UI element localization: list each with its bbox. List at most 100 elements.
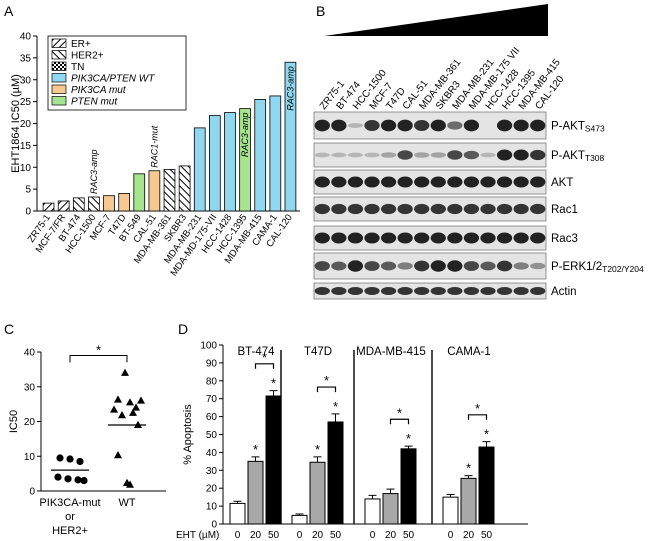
band	[380, 176, 397, 188]
band	[530, 286, 546, 296]
point-wt	[137, 396, 145, 404]
band	[380, 119, 397, 132]
panel-c-scatter: 0 10 20 30 40 IC50 * PIK3CA-mut or HER2+ WT	[8, 342, 166, 537]
band	[414, 120, 430, 131]
point-pik3ca-her2	[64, 475, 72, 483]
band	[530, 203, 546, 215]
band	[347, 260, 364, 272]
bar-SKBR3	[178, 165, 191, 212]
band	[496, 149, 513, 161]
cell-line-title: CAMA-1	[447, 346, 490, 358]
legend-label-pten: PTEN mut	[71, 97, 118, 108]
x-label-group1-or: or	[65, 511, 75, 523]
band	[463, 261, 480, 271]
y-tick-label: 30	[20, 75, 32, 86]
legend-swatch-pik3ca	[51, 84, 67, 94]
legend-label-pik3ca: PIK3CA mut	[71, 85, 127, 96]
y-tick-label: 40	[24, 348, 36, 359]
significance-star: *	[315, 442, 320, 457]
row-label-Actin: Actin	[551, 286, 577, 298]
bar-T47D-50	[327, 421, 344, 525]
dose-label: 0	[448, 530, 454, 541]
y-tick-label: 100	[200, 341, 217, 352]
point-pik3ca-her2	[74, 476, 82, 484]
legend-swatch-pten	[51, 96, 67, 106]
row-label-Rac1: Rac1	[551, 204, 578, 216]
bar-T47D-20	[309, 461, 326, 525]
band	[513, 149, 529, 161]
bar-MCF-7	[103, 195, 115, 212]
band	[347, 123, 364, 128]
bar-BT-474-0	[229, 502, 246, 525]
y-tick-label: 40	[206, 448, 218, 459]
dose-label: 50	[268, 530, 280, 541]
bar-CAMA-1-20	[460, 477, 477, 525]
y-tick-label: 60	[206, 412, 218, 423]
bar-CAL-120	[284, 61, 297, 212]
band	[364, 120, 380, 131]
point-wt	[114, 395, 122, 403]
band	[331, 232, 347, 244]
legend-swatch-wt	[51, 73, 67, 83]
dose-label: 20	[250, 530, 262, 541]
band	[480, 232, 496, 244]
band	[530, 176, 546, 188]
band	[331, 261, 347, 271]
point-wt	[118, 411, 126, 419]
band	[414, 286, 430, 296]
band	[380, 286, 397, 296]
band	[347, 176, 364, 188]
bar-BT-474	[72, 197, 85, 212]
band	[513, 119, 529, 132]
band	[414, 260, 430, 272]
band	[430, 152, 446, 158]
dose-label: 0	[297, 530, 303, 541]
x-label-group2: WT	[118, 497, 135, 509]
band	[314, 176, 330, 188]
band	[480, 152, 496, 158]
band	[447, 232, 463, 244]
band	[380, 232, 397, 244]
point-wt	[110, 405, 118, 413]
bar-MDA-MB-415-50	[400, 448, 417, 525]
band	[414, 232, 430, 244]
point-pik3ca-her2	[76, 457, 84, 466]
band	[430, 260, 446, 272]
significance-bracket	[69, 354, 128, 363]
y-tick-label: 30	[206, 466, 218, 477]
legend-swatch-tn	[51, 61, 67, 71]
band	[513, 262, 529, 270]
band	[397, 150, 413, 160]
panel-label-c: C	[4, 321, 14, 337]
y-tick-label: 10	[20, 163, 32, 174]
point-pik3ca-her2	[54, 473, 62, 481]
y-tick-label: 20	[20, 119, 32, 130]
legend-label-tn: TN	[71, 62, 84, 73]
panel-label-d: D	[178, 321, 188, 337]
significance-star: *	[484, 427, 489, 442]
band	[314, 286, 330, 296]
bar-HCC-1428	[224, 112, 236, 212]
y-tick-label: 20	[24, 417, 36, 428]
band	[380, 261, 397, 271]
point-wt	[121, 368, 129, 376]
band	[331, 119, 347, 132]
band	[447, 150, 463, 160]
panel-d-bar-chart: 0 10 20 30 40 50 60 70 80 90 100 % Apoptosis EHT (µM…	[176, 341, 528, 541]
band	[447, 260, 463, 272]
point-wt	[132, 403, 140, 411]
significance-star: *	[406, 431, 411, 446]
x-label-group1-her2: HER2+	[52, 525, 88, 537]
y-axis-label: % Apoptosis	[182, 404, 194, 465]
row-label-P-AKT: P-AKTS473	[551, 121, 605, 134]
band	[397, 262, 413, 270]
y-axis-label: IC50	[8, 410, 20, 433]
cell-line-title: T47D	[304, 346, 332, 358]
band	[314, 232, 330, 244]
point-wt	[126, 398, 134, 406]
point-pik3ca-her2	[66, 455, 74, 463]
band	[364, 203, 380, 215]
bar-MDA-MB-361	[163, 169, 176, 212]
band	[496, 203, 513, 215]
